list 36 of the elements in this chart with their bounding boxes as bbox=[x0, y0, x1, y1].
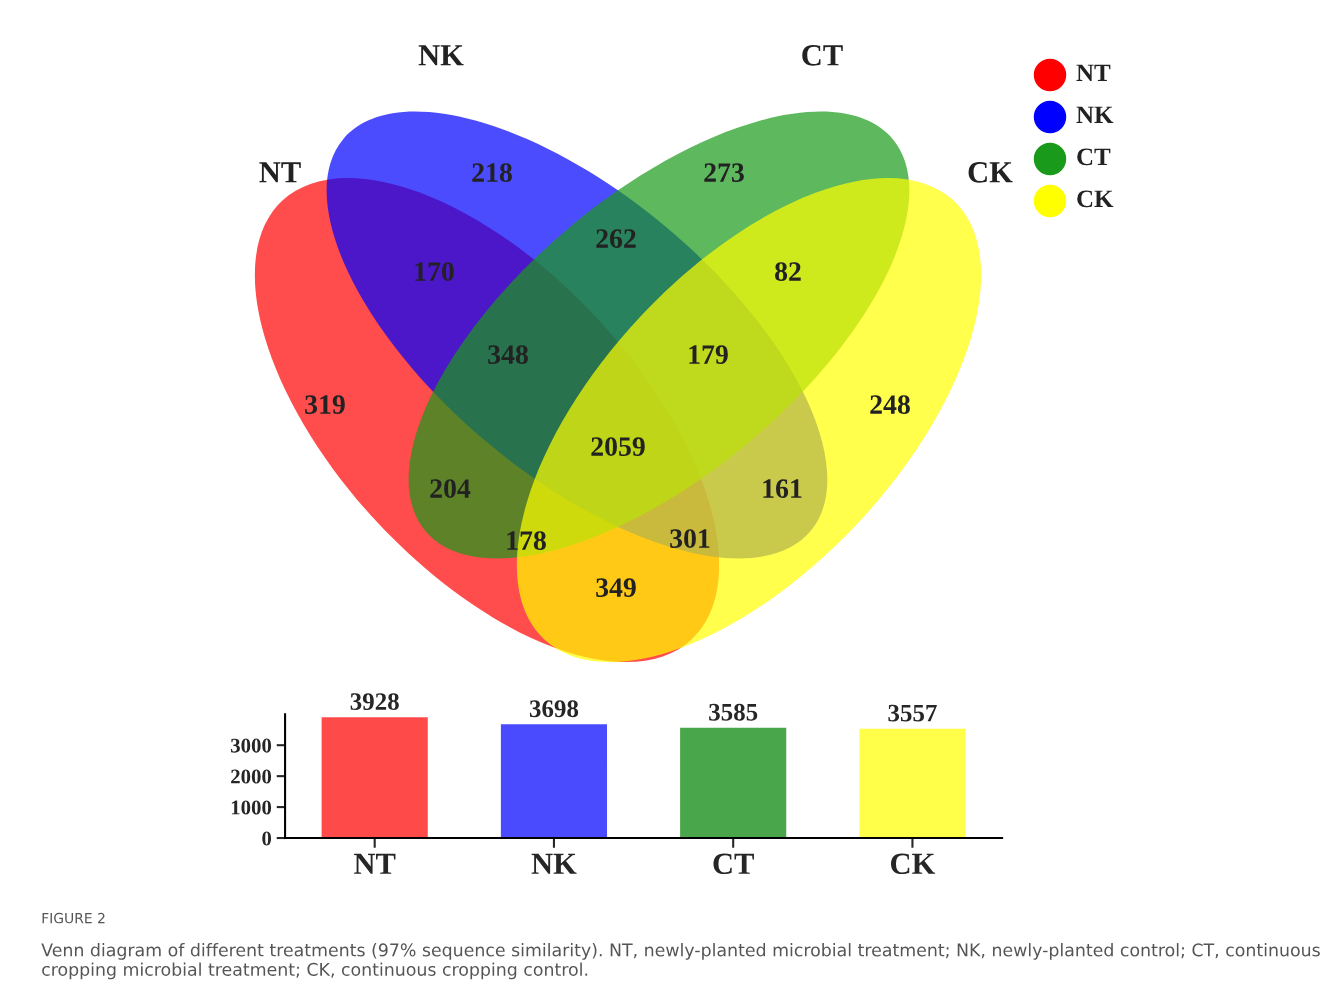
data-label: 3928 bbox=[350, 693, 399, 711]
text: 82 bbox=[775, 262, 801, 281]
y-tick-label: 0 bbox=[262, 831, 272, 846]
data-label: 3557 bbox=[888, 704, 937, 722]
text: 218 bbox=[472, 163, 512, 182]
data-label: 3698 bbox=[529, 700, 579, 718]
x-tick-label: NT bbox=[354, 853, 396, 874]
text: NT bbox=[259, 162, 301, 183]
text: CK bbox=[968, 162, 1013, 183]
text: 319 bbox=[305, 395, 345, 414]
x-tick-label: CK bbox=[891, 853, 936, 875]
legend-label: NT bbox=[1076, 64, 1111, 82]
legend-label: NK bbox=[1076, 106, 1114, 124]
y-tick-label: 3000 bbox=[230, 738, 272, 753]
text: 179 bbox=[689, 345, 728, 364]
text: CT bbox=[802, 45, 843, 66]
x-tick-label: NK bbox=[531, 853, 577, 874]
text: 204 bbox=[430, 479, 471, 498]
text: 248 bbox=[870, 395, 910, 414]
text: 273 bbox=[704, 163, 744, 182]
caption: FIGURE 2 bbox=[42, 912, 105, 924]
legend-label: CT bbox=[1077, 148, 1111, 166]
text: 301 bbox=[670, 529, 710, 548]
text: 2059 bbox=[591, 437, 645, 456]
y-tick-label: 2000 bbox=[231, 769, 272, 784]
text: 349 bbox=[596, 578, 636, 597]
text: 161 bbox=[763, 479, 802, 498]
text: Venn diagram of different treatments (97% sequence similarity). NT, newly-planted microbial treatment; NK, newly-planted control; CT, continuous cropping microbial treatment; CK, continuous cropping control. bbox=[41, 943, 1320, 980]
legend-label: CK bbox=[1077, 190, 1114, 208]
text: NK bbox=[418, 45, 464, 66]
y-tick-label: 1000 bbox=[231, 800, 272, 815]
data-label: 3585 bbox=[709, 703, 758, 721]
text: 170 bbox=[415, 262, 454, 281]
text: 262 bbox=[596, 229, 636, 248]
text: 348 bbox=[488, 345, 528, 364]
x-tick-label: CT bbox=[713, 853, 754, 875]
